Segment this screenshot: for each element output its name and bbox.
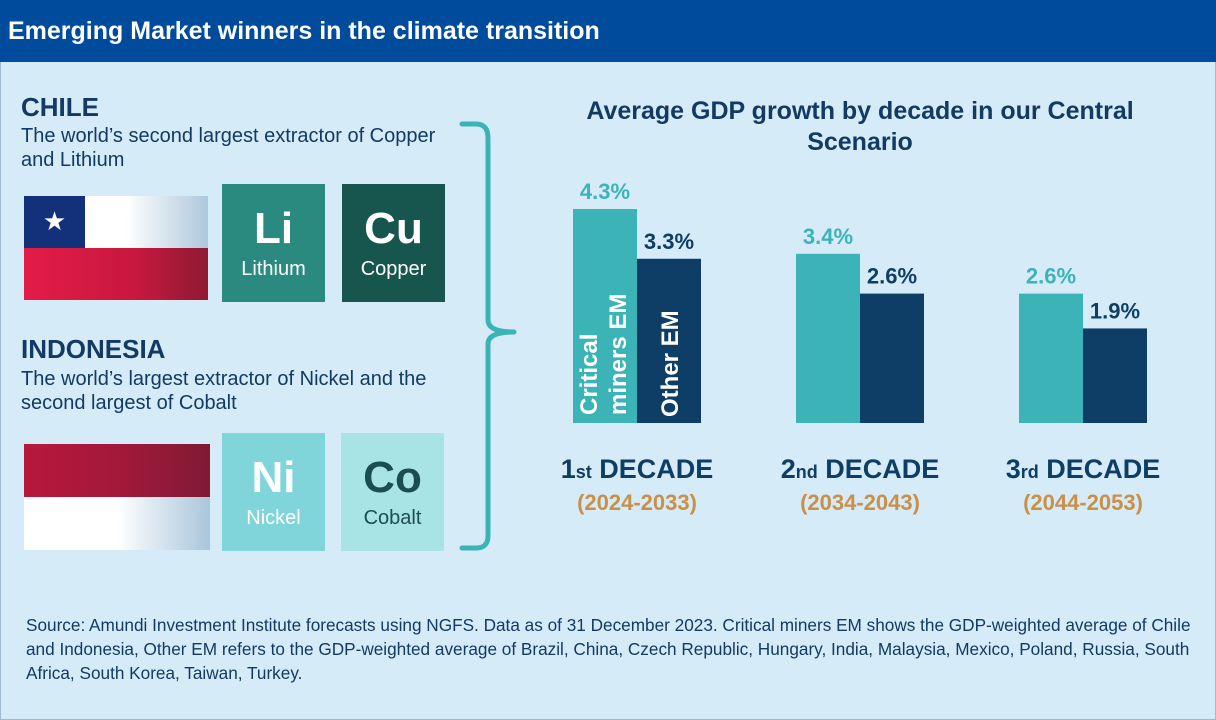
chile-description: The world’s second largest extractor of … xyxy=(21,125,436,171)
series-label-other: Other EM xyxy=(657,310,684,417)
data-label: 4.3% xyxy=(580,179,630,204)
data-label: 3.4% xyxy=(803,224,853,249)
data-label: 2.6% xyxy=(1026,264,1076,289)
indonesia-heading: INDONESIA xyxy=(21,334,166,364)
chile-heading: CHILE xyxy=(21,92,99,122)
category-label: 1st DECADE xyxy=(561,454,714,484)
category-period-label: (2024-2033) xyxy=(577,490,697,515)
bar-other-3 xyxy=(1083,328,1147,423)
chile-flag-icon: ★ xyxy=(24,196,208,300)
indonesia-flag-icon xyxy=(24,444,210,550)
bar-critical-2 xyxy=(796,253,860,423)
series-label-critical: miners EM xyxy=(605,294,632,415)
data-label: 3.3% xyxy=(644,229,694,254)
bar-other-1 xyxy=(637,258,701,423)
element-symbol: Cu xyxy=(364,204,423,253)
element-symbol: Ni xyxy=(251,453,296,502)
header-banner: Emerging Market winners in the climate t… xyxy=(0,0,1216,62)
series-label-critical: Critical xyxy=(576,334,603,415)
indonesia-description: The world’s largest extractor of Nickel … xyxy=(21,368,427,414)
bar-other-2 xyxy=(860,293,924,423)
category-label: 2nd DECADE xyxy=(781,454,940,484)
page-title: Emerging Market winners in the climate t… xyxy=(8,17,600,45)
chart-title: Average GDP growth by decade in our Cent… xyxy=(586,97,1134,156)
element-symbol: Co xyxy=(363,453,422,502)
nickel-tile: Ni Nickel xyxy=(222,433,325,551)
data-label: 2.6% xyxy=(867,264,917,289)
category-period-label: (2034-2043) xyxy=(800,490,920,515)
category-label: 3rd DECADE xyxy=(1006,454,1161,484)
element-name: Cobalt xyxy=(363,507,422,529)
gdp-bar-chart: 4.3% 3.3% 1st DECADE (2024-2033) 3.4% 2.6% 2nd… xyxy=(561,179,1161,515)
element-name: Nickel xyxy=(246,507,301,529)
source-note: Source: Amundi Investment Institute fore… xyxy=(26,615,1191,683)
element-symbol: Li xyxy=(253,204,294,253)
element-name: Copper xyxy=(360,258,427,280)
data-label: 1.9% xyxy=(1090,298,1140,323)
category-period-label: (2044-2053) xyxy=(1023,490,1143,515)
bar-critical-1 xyxy=(573,209,637,423)
element-name: Lithium xyxy=(241,258,306,280)
cobalt-tile: Co Cobalt xyxy=(341,433,444,551)
curly-brace-icon xyxy=(459,121,517,551)
lithium-tile: Li Lithium xyxy=(222,184,325,302)
copper-tile: Cu Copper xyxy=(342,184,445,302)
bar-critical-3 xyxy=(1019,293,1083,423)
